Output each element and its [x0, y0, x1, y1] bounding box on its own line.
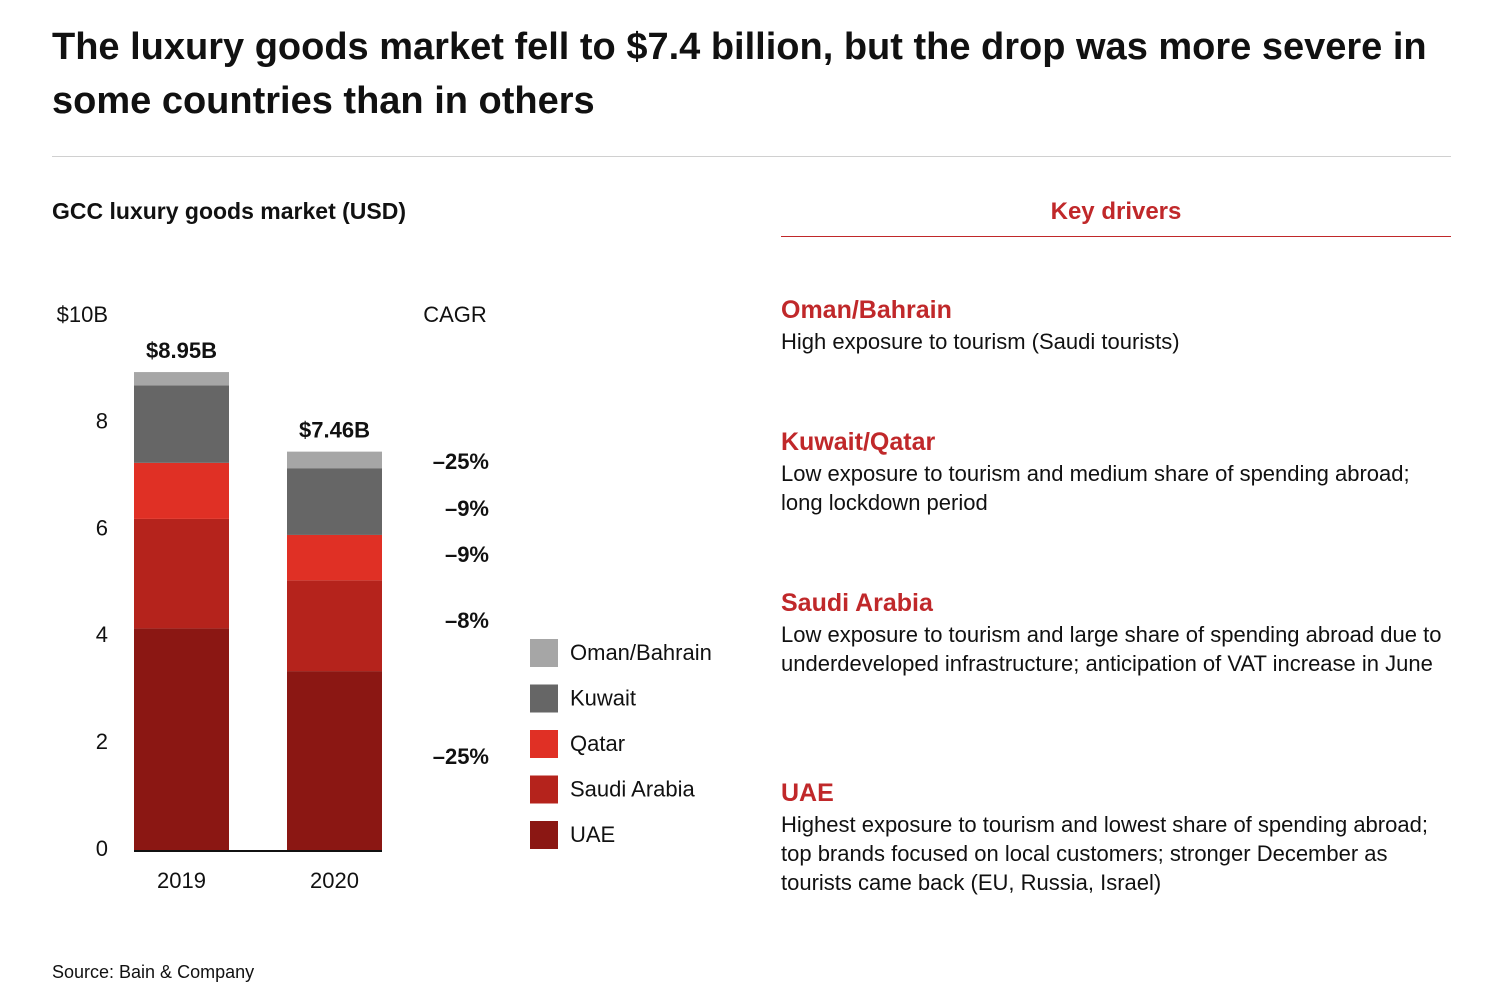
chart: GCC luxury goods market (USD) CAGR 0 2 4 6 8… [52, 198, 712, 893]
bar-segment [287, 451, 382, 469]
driver-heading: Saudi Arabia [781, 589, 933, 617]
drivers-rule [781, 236, 1451, 237]
y-tick-label: 6 [96, 515, 108, 540]
total-label: $8.95B [146, 338, 217, 363]
source: Source: Bain & Company [52, 962, 255, 982]
page-title: The luxury goods market fell to $7.4 bil… [52, 26, 1427, 122]
chart-title: GCC luxury goods market (USD) [52, 198, 406, 224]
bar-segment [134, 462, 229, 519]
cagr-label: –25% [433, 449, 489, 474]
bar-segment [287, 468, 382, 535]
driver-heading: Oman/Bahrain [781, 296, 952, 324]
bar-segment [134, 518, 229, 629]
driver-text: High exposure to tourism (Saudi tourists… [781, 329, 1180, 354]
driver-heading: Kuwait/Qatar [781, 428, 936, 456]
bar-segment [134, 385, 229, 463]
cagr-label: –25% [433, 744, 489, 769]
legend-label: UAE [570, 822, 615, 847]
driver: Saudi Arabia Low exposure to tourism and … [781, 589, 1451, 678]
divider [52, 156, 1451, 157]
y-tick-label: 4 [96, 622, 108, 647]
legend-label: Qatar [570, 731, 625, 756]
driver-text: Low exposure to tourism and large share … [781, 622, 1442, 676]
legend-swatch [530, 730, 558, 758]
legend-label: Saudi Arabia [570, 776, 696, 801]
legend-label: Kuwait [570, 685, 636, 710]
cagr-label: –9% [445, 496, 489, 521]
cagr-label: –8% [445, 608, 489, 633]
cagr-label: –9% [445, 542, 489, 567]
legend-label: Oman/Bahrain [570, 640, 712, 665]
driver: UAE Highest exposure to tourism and lowes… [781, 779, 1451, 897]
y-tick-label: 2 [96, 729, 108, 754]
y-tick-label: $10B [57, 302, 108, 327]
bar-segment [134, 372, 229, 386]
driver-text: Low exposure to tourism and medium share… [781, 461, 1410, 515]
x-tick-label: 2020 [310, 868, 359, 893]
drivers-title: Key drivers [1050, 198, 1182, 225]
driver: Oman/Bahrain High exposure to tourism (Sa… [781, 296, 1451, 356]
y-tick-label: 8 [96, 409, 108, 434]
cagr-title: CAGR [423, 302, 487, 327]
driver: Kuwait/Qatar Low exposure to tourism and … [781, 428, 1451, 517]
total-label: $7.46B [299, 417, 370, 442]
bar-segment [287, 671, 382, 850]
legend-swatch [530, 639, 558, 667]
legend-swatch [530, 775, 558, 804]
legend-swatch [530, 684, 558, 713]
bar-segment [287, 580, 382, 672]
legend-swatch [530, 821, 558, 849]
y-tick-label: 0 [96, 836, 108, 861]
bar-segment [134, 628, 229, 850]
x-tick-label: 2019 [157, 868, 206, 893]
driver-heading: UAE [781, 779, 834, 807]
bar-segment [287, 534, 382, 581]
driver-text: Highest exposure to tourism and lowest s… [781, 812, 1428, 895]
